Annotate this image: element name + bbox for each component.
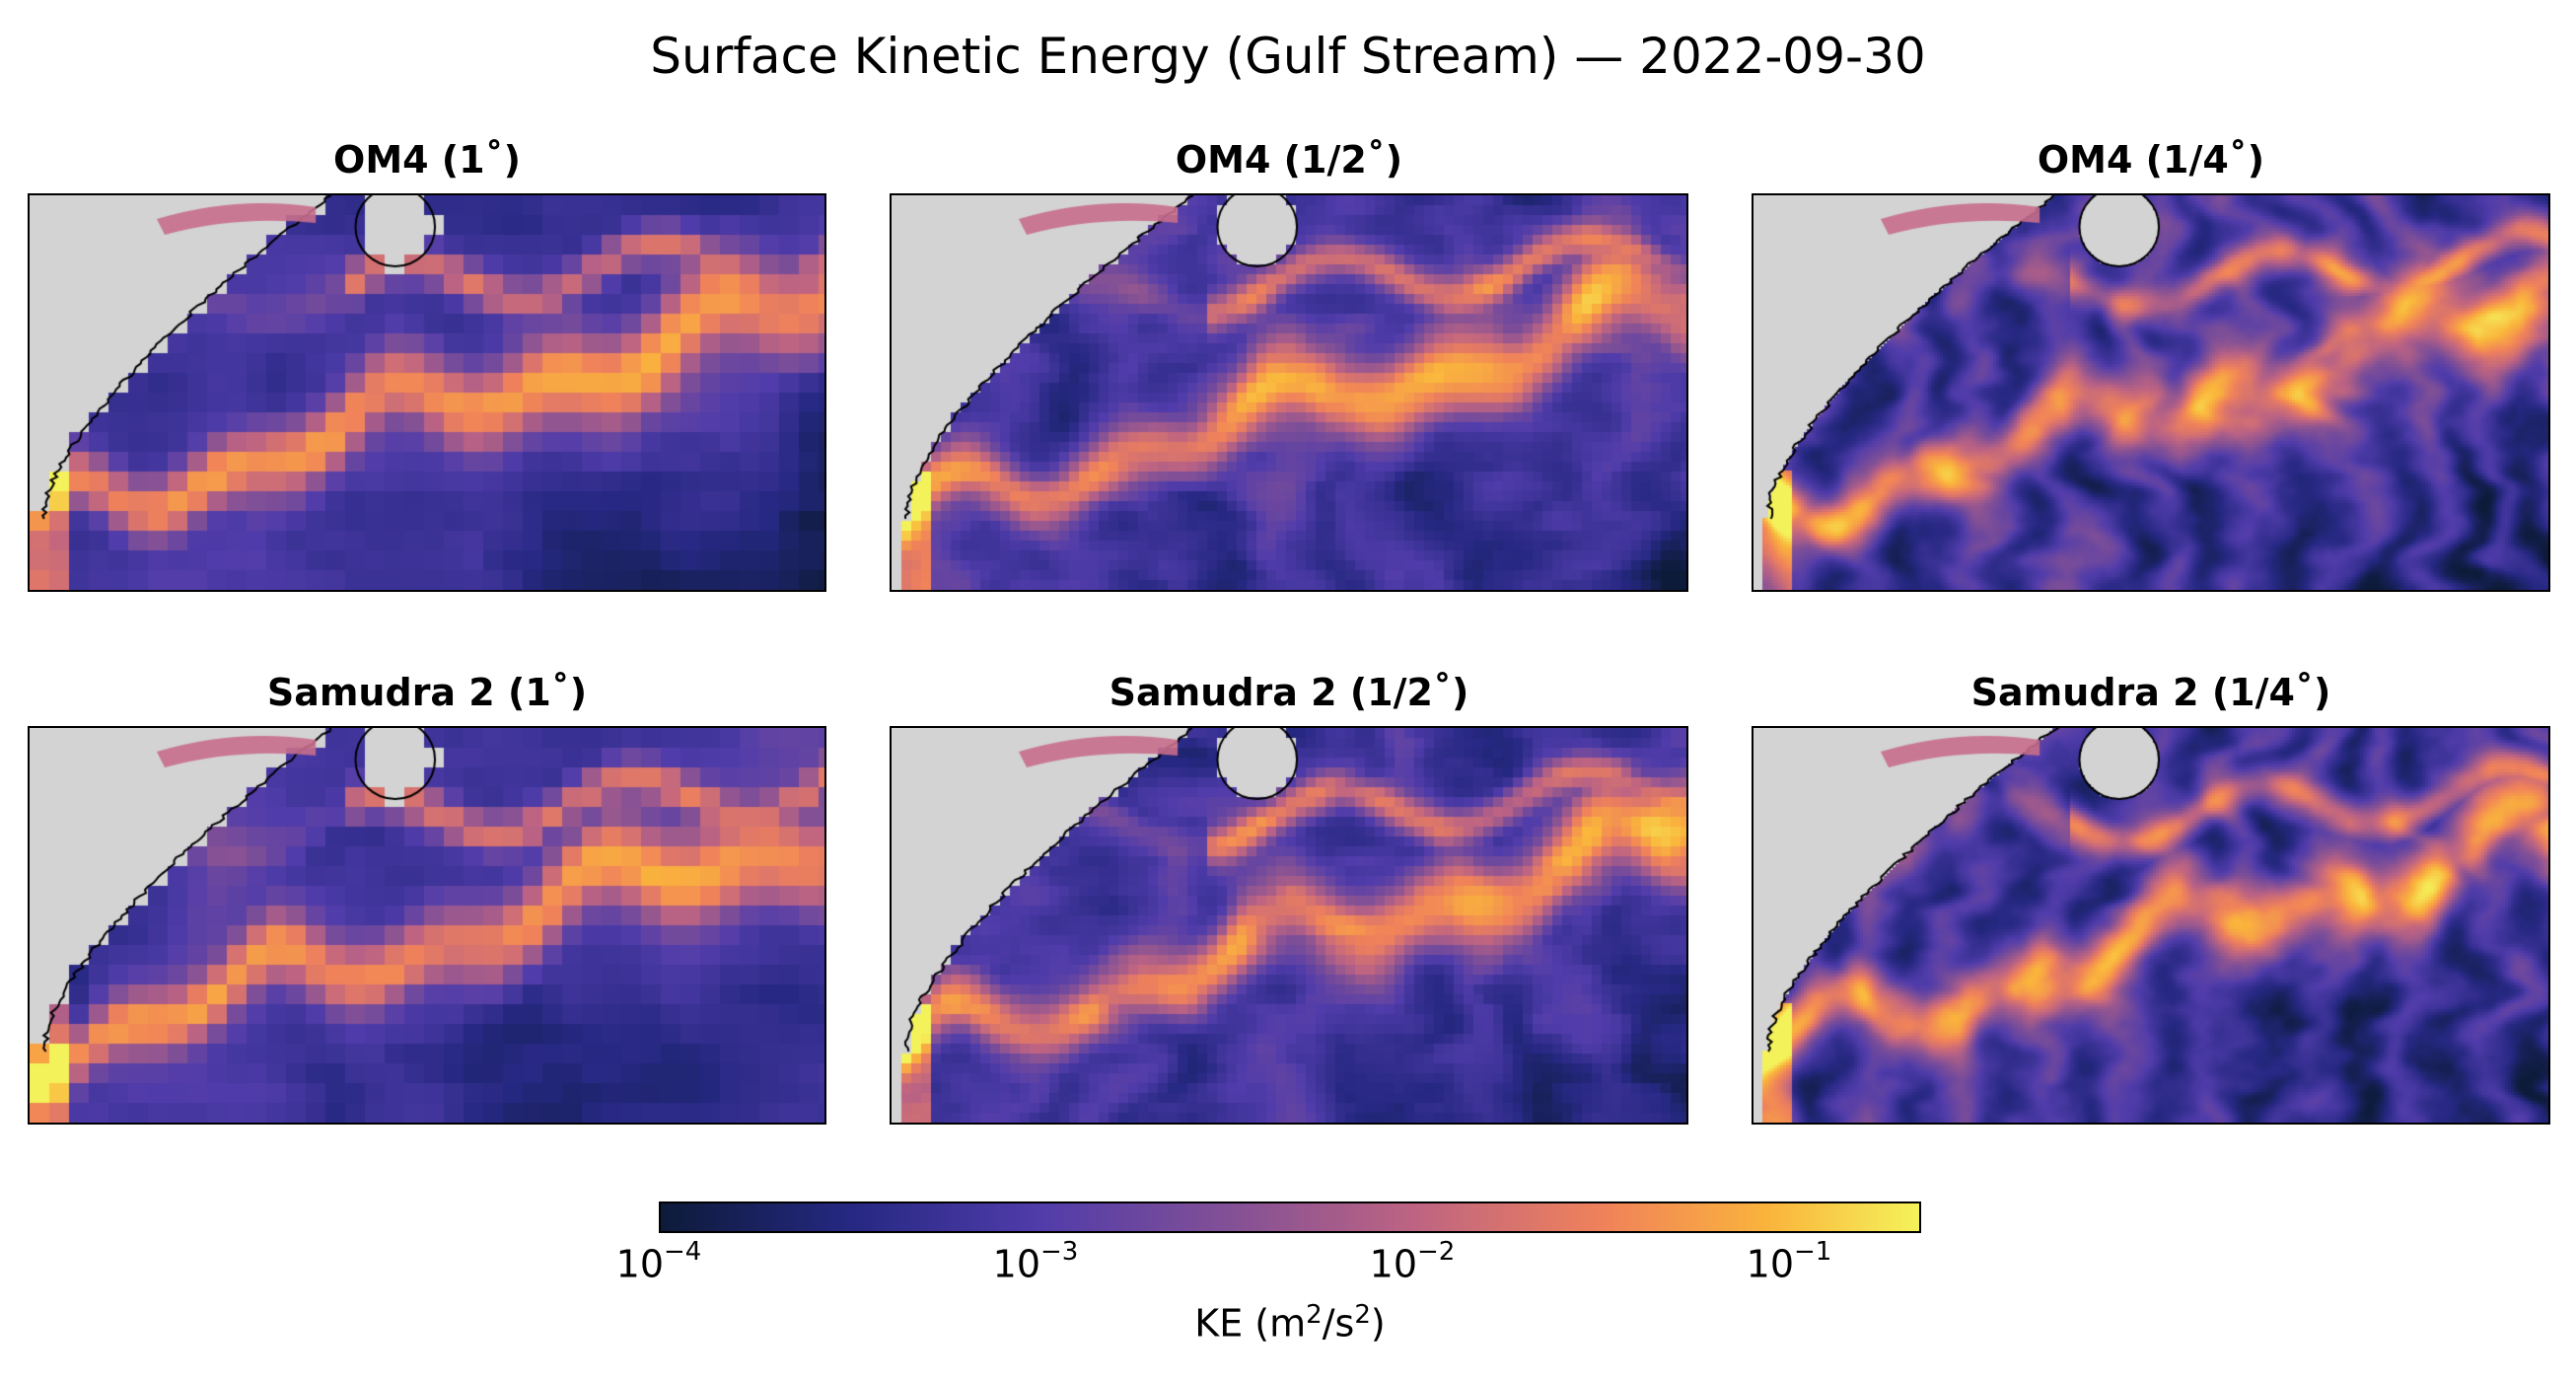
- panel-title-samudra-1deg: Samudra 2 (1˚): [266, 671, 588, 714]
- colorbar-tick-label: 10−1: [1746, 1237, 1832, 1286]
- heatmap-panel-om4-quarterdeg: [1752, 193, 2550, 592]
- heatmap-canvas: [1753, 195, 2548, 590]
- panel-title-samudra-halfdeg: Samudra 2 (1/2˚): [1109, 671, 1469, 714]
- heatmap-panel-om4-1deg: [28, 193, 826, 592]
- panel-title-om4-1deg: OM4 (1˚): [333, 138, 521, 182]
- colorbar-ticks: 10−4 10−3 10−2 10−1: [616, 1233, 1921, 1286]
- panel-title-om4-halfdeg: OM4 (1/2˚): [1175, 138, 1403, 182]
- heatmap-canvas: [30, 195, 824, 590]
- heatmap-canvas: [892, 728, 1686, 1123]
- heatmap-canvas: [1753, 728, 2548, 1123]
- colorbar: [659, 1201, 1921, 1233]
- colorbar-label: KE (m2/s2): [1194, 1300, 1386, 1346]
- panel-title-om4-quarterdeg: OM4 (1/4˚): [2037, 138, 2265, 182]
- heatmap-canvas: [30, 728, 824, 1123]
- colorbar-tick-label: 10−3: [992, 1237, 1079, 1286]
- colorbar-tick-label: 10−2: [1369, 1237, 1456, 1286]
- heatmap-panel-samudra-halfdeg: [890, 726, 1688, 1125]
- figure-title: Surface Kinetic Energy (Gulf Stream) — 2…: [650, 28, 1926, 85]
- colorbar-gradient: [661, 1203, 1919, 1231]
- heatmap-panel-samudra-quarterdeg: [1752, 726, 2550, 1125]
- panel-title-samudra-quarterdeg: Samudra 2 (1/4˚): [1970, 671, 2331, 714]
- colorbar-tick-label: 10−4: [615, 1237, 702, 1286]
- heatmap-panel-om4-halfdeg: [890, 193, 1688, 592]
- heatmap-panel-samudra-1deg: [28, 726, 826, 1125]
- heatmap-canvas: [892, 195, 1686, 590]
